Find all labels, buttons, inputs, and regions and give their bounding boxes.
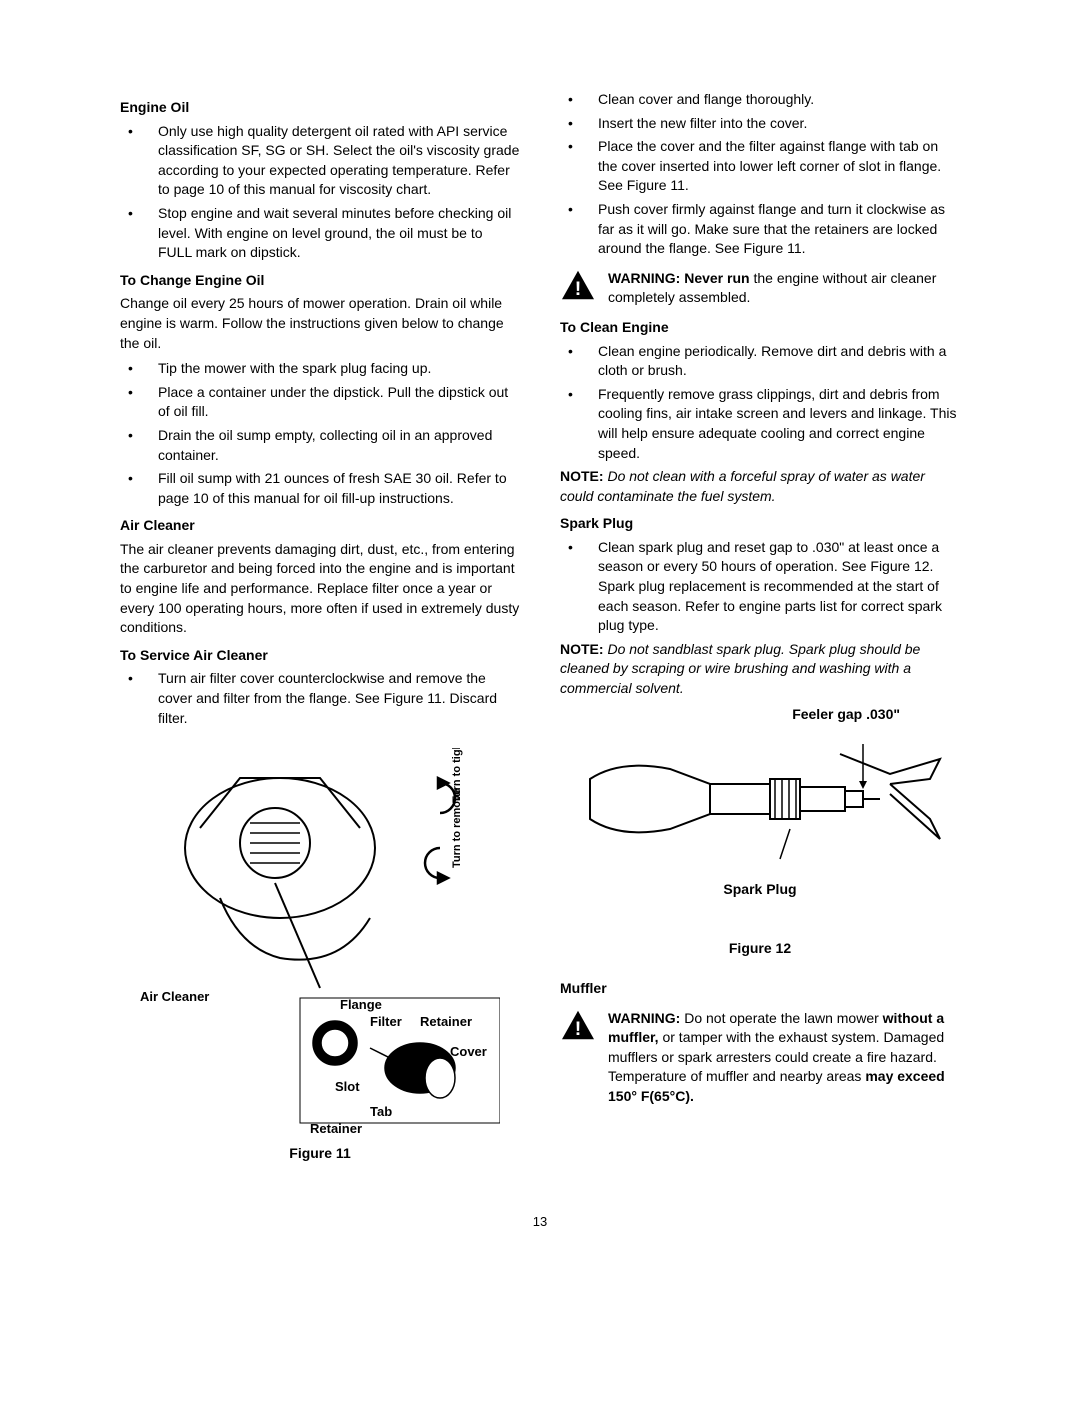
engine-diagram-svg: Turn to tighten Turn to remove: [140, 748, 500, 1128]
tab-label: Tab: [370, 1103, 392, 1121]
bullet-item: Fill oil sump with 21 ounces of fresh SA…: [120, 469, 520, 508]
bullet-text: Insert the new filter into the cover.: [598, 114, 960, 134]
muffler-heading: Muffler: [560, 979, 960, 999]
warning-text: WARNING: Do not operate the lawn mower w…: [608, 1009, 960, 1107]
note-1: NOTE: Do not clean with a forceful spray…: [560, 467, 960, 506]
left-column: Engine Oil Only use high quality deterge…: [120, 90, 520, 1183]
warning-triangle-icon: !: [560, 269, 596, 301]
cover-label: Cover: [450, 1043, 487, 1061]
service-air-bullets: Turn air filter cover counterclockwise a…: [120, 669, 520, 728]
bullet-item: Turn air filter cover counterclockwise a…: [120, 669, 520, 728]
bullet-text: Push cover firmly against flange and tur…: [598, 200, 960, 259]
bullet-item: Tip the mower with the spark plug facing…: [120, 359, 520, 379]
clean-engine-heading: To Clean Engine: [560, 318, 960, 338]
bullet-text: Only use high quality detergent oil rate…: [158, 122, 520, 200]
warning-bold-1: WARNING:: [608, 1010, 680, 1026]
top-right-bullets: Clean cover and flange thoroughly. Inser…: [560, 90, 960, 259]
right-column: Clean cover and flange thoroughly. Inser…: [560, 90, 960, 1183]
bullet-text: Place a container under the dipstick. Pu…: [158, 383, 520, 422]
slot-label: Slot: [335, 1078, 360, 1096]
air-cleaner-para: The air cleaner prevents damaging dirt, …: [120, 540, 520, 638]
bullet-text: Drain the oil sump empty, collecting oil…: [158, 426, 520, 465]
note-label: NOTE:: [560, 641, 604, 657]
spark-plug-heading: Spark Plug: [560, 514, 960, 534]
figure-11-image: Turn to tighten Turn to remove Air Clean…: [140, 748, 500, 1128]
filter-label: Filter: [370, 1013, 402, 1031]
bullet-item: Only use high quality detergent oil rate…: [120, 122, 520, 200]
bullet-text: Stop engine and wait several minutes bef…: [158, 204, 520, 263]
warning-bold: WARNING: Never run: [608, 270, 750, 286]
note-text: Do not sandblast spark plug. Spark plug …: [560, 641, 920, 696]
bullet-item: Clean cover and flange thoroughly.: [560, 90, 960, 110]
svg-text:!: !: [575, 278, 582, 300]
bullet-item: Place a container under the dipstick. Pu…: [120, 383, 520, 422]
content-columns: Engine Oil Only use high quality deterge…: [120, 90, 960, 1183]
figure-11: Turn to tighten Turn to remove Air Clean…: [120, 748, 520, 1163]
warning-never-run: ! WARNING: Never run the engine without …: [560, 269, 960, 308]
spark-plug-diagram: [570, 729, 950, 875]
note-text: Do not clean with a forceful spray of wa…: [560, 468, 925, 504]
svg-text:!: !: [575, 1017, 582, 1039]
clean-engine-bullets: Clean engine periodically. Remove dirt a…: [560, 342, 960, 464]
retainer2-label: Retainer: [310, 1120, 362, 1138]
bullet-item: Insert the new filter into the cover.: [560, 114, 960, 134]
bullet-item: Drain the oil sump empty, collecting oil…: [120, 426, 520, 465]
bullet-text: Turn air filter cover counterclockwise a…: [158, 669, 520, 728]
bullet-text: Clean engine periodically. Remove dirt a…: [598, 342, 960, 381]
change-oil-heading: To Change Engine Oil: [120, 271, 520, 291]
bullet-text: Clean spark plug and reset gap to .030" …: [598, 538, 960, 636]
page-number: 13: [120, 1213, 960, 1231]
service-air-heading: To Service Air Cleaner: [120, 646, 520, 666]
bullet-item: Clean engine periodically. Remove dirt a…: [560, 342, 960, 381]
feeler-gap-label: Feeler gap .030": [560, 705, 900, 725]
bullet-text: Clean cover and flange thoroughly.: [598, 90, 960, 110]
bullet-text: Frequently remove grass clippings, dirt …: [598, 385, 960, 463]
bullet-text: Place the cover and the filter against f…: [598, 137, 960, 196]
note-2: NOTE: Do not sandblast spark plug. Spark…: [560, 640, 960, 699]
spark-plug-label: Spark Plug: [560, 880, 960, 900]
bullet-item: Clean spark plug and reset gap to .030" …: [560, 538, 960, 636]
bullet-text: Tip the mower with the spark plug facing…: [158, 359, 520, 379]
bullet-item: Push cover firmly against flange and tur…: [560, 200, 960, 259]
engine-oil-bullets: Only use high quality detergent oil rate…: [120, 122, 520, 263]
change-oil-para: Change oil every 25 hours of mower opera…: [120, 294, 520, 353]
warning-triangle-icon: !: [560, 1009, 596, 1041]
figure-12-caption: Figure 12: [560, 939, 960, 959]
note-label: NOTE:: [560, 468, 604, 484]
air-cleaner-label: Air Cleaner: [140, 988, 209, 1006]
figure-12: Spark Plug Figure 12: [560, 729, 960, 959]
bullet-text: Fill oil sump with 21 ounces of fresh SA…: [158, 469, 520, 508]
warning-text-1: Do not operate the lawn mower: [680, 1010, 882, 1026]
change-oil-bullets: Tip the mower with the spark plug facing…: [120, 359, 520, 508]
bullet-item: Frequently remove grass clippings, dirt …: [560, 385, 960, 463]
flange-label: Flange: [340, 996, 382, 1014]
retainer-label: Retainer: [420, 1013, 472, 1031]
svg-text:Turn to remove: Turn to remove: [451, 789, 463, 868]
air-cleaner-heading: Air Cleaner: [120, 516, 520, 536]
warning-muffler: ! WARNING: Do not operate the lawn mower…: [560, 1009, 960, 1107]
bullet-item: Place the cover and the filter against f…: [560, 137, 960, 196]
figure-11-caption: Figure 11: [120, 1144, 520, 1164]
spark-plug-svg: [570, 729, 950, 869]
bullet-item: Stop engine and wait several minutes bef…: [120, 204, 520, 263]
engine-oil-heading: Engine Oil: [120, 98, 520, 118]
spark-plug-bullets: Clean spark plug and reset gap to .030" …: [560, 538, 960, 636]
warning-text: WARNING: Never run the engine without ai…: [608, 269, 960, 308]
